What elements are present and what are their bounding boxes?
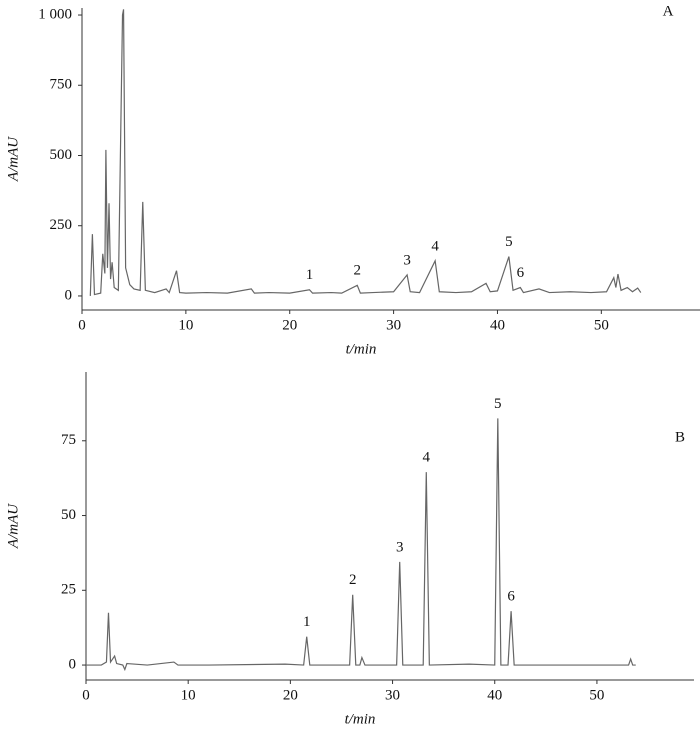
x-tick-label: 20 <box>283 687 298 703</box>
x-tick-label: 0 <box>78 317 86 333</box>
x-tick-label: 10 <box>181 687 196 703</box>
peak-label: 2 <box>349 572 357 588</box>
panel-label: B <box>675 429 685 445</box>
y-tick-label: 1 000 <box>38 6 72 22</box>
x-tick-label: 50 <box>594 317 609 333</box>
y-tick-label: 0 <box>69 656 77 672</box>
peak-label: 4 <box>431 238 439 254</box>
x-tick-label: 40 <box>487 687 502 703</box>
x-axis-label: t/min <box>345 711 376 727</box>
peak-label: 1 <box>303 614 311 630</box>
peak-label: 4 <box>423 450 431 466</box>
y-axis-label: A/mAU <box>5 503 21 549</box>
y-tick-label: 500 <box>50 147 73 163</box>
x-tick-label: 30 <box>385 687 400 703</box>
x-tick-label: 40 <box>490 317 505 333</box>
y-tick-label: 25 <box>61 582 76 598</box>
peak-label: 3 <box>403 252 411 268</box>
panel-label: A <box>663 3 674 19</box>
x-tick-label: 20 <box>282 317 297 333</box>
x-axis-label: t/min <box>346 341 377 357</box>
x-tick-label: 0 <box>82 687 90 703</box>
peak-label: 2 <box>353 263 361 279</box>
peak-label: 6 <box>507 589 515 605</box>
y-tick-label: 750 <box>50 77 73 93</box>
peak-label: 5 <box>505 234 513 250</box>
peak-label: 5 <box>494 396 502 412</box>
peak-label: 1 <box>306 267 314 283</box>
x-tick-label: 50 <box>589 687 604 703</box>
y-tick-label: 250 <box>50 217 73 233</box>
peak-label: 6 <box>517 265 525 281</box>
y-axis-label: A/mAU <box>5 136 21 182</box>
y-tick-label: 0 <box>65 287 73 303</box>
y-tick-label: 75 <box>61 432 76 448</box>
trace <box>89 9 642 296</box>
x-tick-label: 10 <box>178 317 193 333</box>
y-tick-label: 50 <box>61 507 76 523</box>
trace <box>86 418 636 672</box>
peak-label: 3 <box>396 539 404 555</box>
x-tick-label: 30 <box>386 317 401 333</box>
